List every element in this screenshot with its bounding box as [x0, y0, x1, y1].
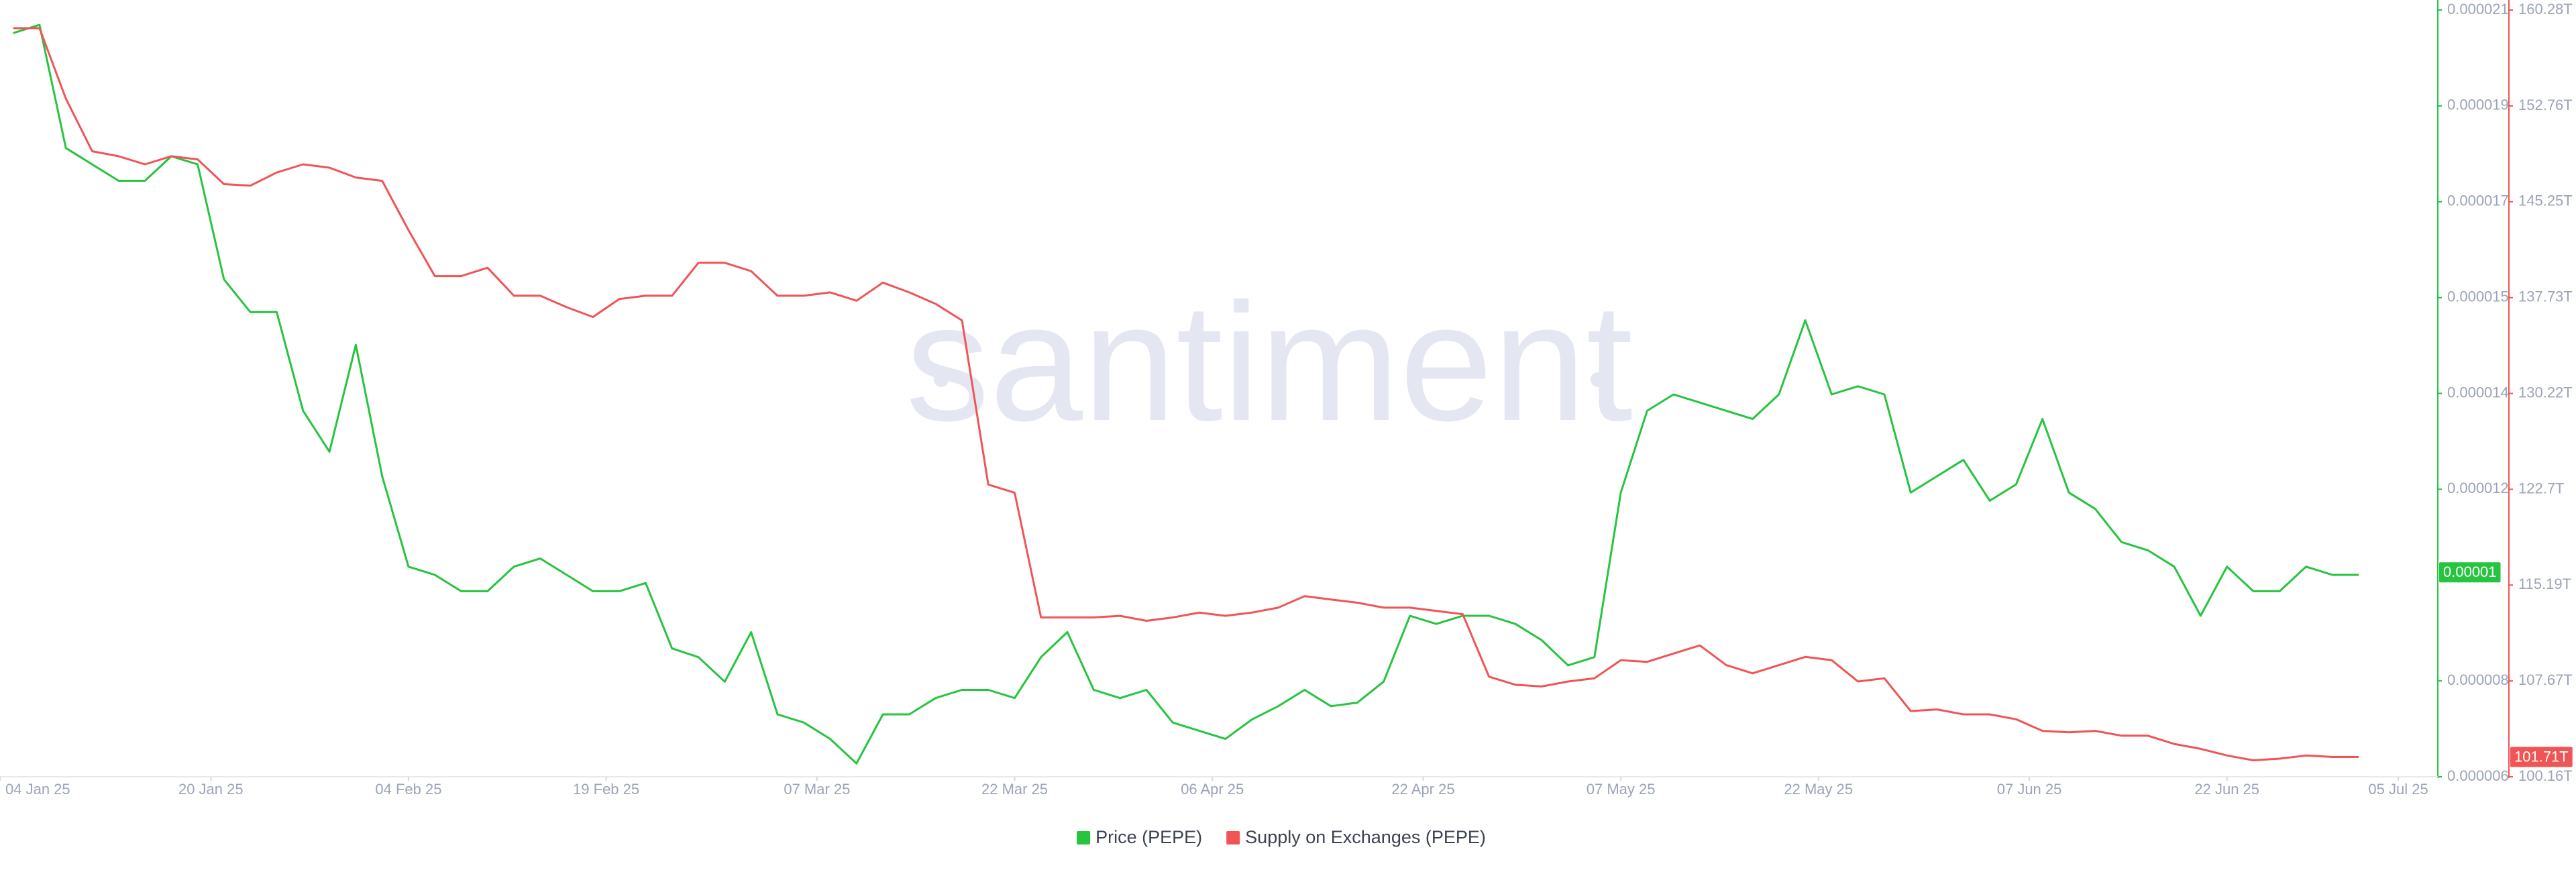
badge-label: 0.00001 [2443, 563, 2497, 580]
x-tick-label: 19 Feb 25 [573, 781, 639, 798]
y-tick-label: 0.000019 [2447, 97, 2509, 113]
x-tick-label: 04 Jan 25 [5, 781, 70, 798]
y-tick-label: 0.000012 [2447, 480, 2509, 496]
watermark-dot [934, 372, 949, 387]
x-tick-label: 04 Feb 25 [375, 781, 441, 798]
x-tick-label: 07 Jun 25 [1997, 781, 2062, 798]
y2-tick-label: 107.67T [2518, 671, 2573, 688]
series-line [13, 23, 2359, 765]
x-tick-label: 22 Jun 25 [2194, 781, 2259, 798]
legend-label: Price (PEPE) [1095, 827, 1202, 847]
y2-tick-label: 145.25T [2518, 193, 2573, 209]
y-tick-label: 0.000021 [2447, 1, 2509, 17]
legend: Price (PEPE) Supply on Exchanges (PEPE) [1077, 827, 1486, 847]
badge-bg [2510, 747, 2573, 767]
x-tick-label: 05 Jul 25 [2368, 781, 2428, 798]
watermark: santiment [906, 268, 1633, 455]
watermark-dot [1591, 372, 1605, 387]
y-tick-label: 0.000014 [2447, 384, 2509, 400]
x-tick-label: 22 May 25 [1784, 781, 1853, 798]
x-tick-label: 22 Mar 25 [981, 781, 1048, 798]
y2-tick-label: 100.16T [2518, 767, 2573, 784]
legend-swatch [1077, 831, 1091, 844]
y2-tick-label: 122.7T [2518, 480, 2565, 496]
x-tick-label: 07 May 25 [1587, 781, 1656, 798]
y2-tick-label: 130.22T [2518, 384, 2573, 400]
y-tick-label: 0.000008 [2447, 671, 2509, 688]
y-tick-label: 0.000015 [2447, 288, 2509, 305]
y-tick-label: 0.000006 [2447, 767, 2509, 784]
legend-label: Supply on Exchanges (PEPE) [1245, 827, 1486, 847]
y2-tick-label: 137.73T [2518, 288, 2573, 305]
y2-tick-label: 152.76T [2518, 97, 2573, 113]
y2-tick-label: 115.19T [2518, 576, 2571, 592]
current-value-badge: 0.00001 [2439, 562, 2501, 583]
x-tick-label: 06 Apr 25 [1181, 781, 1244, 798]
watermark-text: santiment [906, 268, 1633, 455]
y-tick-label: 0.000017 [2447, 193, 2509, 209]
x-tick-label: 22 Apr 25 [1391, 781, 1454, 798]
x-tick-label: 20 Jan 25 [178, 781, 244, 798]
x-tick-label: 07 Mar 25 [784, 781, 850, 798]
badge-bg [2439, 562, 2501, 583]
current-value-badge: 101.71T [2510, 747, 2573, 767]
legend-swatch [1226, 831, 1240, 844]
badge-label: 101.71T [2514, 748, 2569, 765]
y2-tick-label: 160.28T [2518, 1, 2573, 17]
series-line [13, 27, 2359, 761]
